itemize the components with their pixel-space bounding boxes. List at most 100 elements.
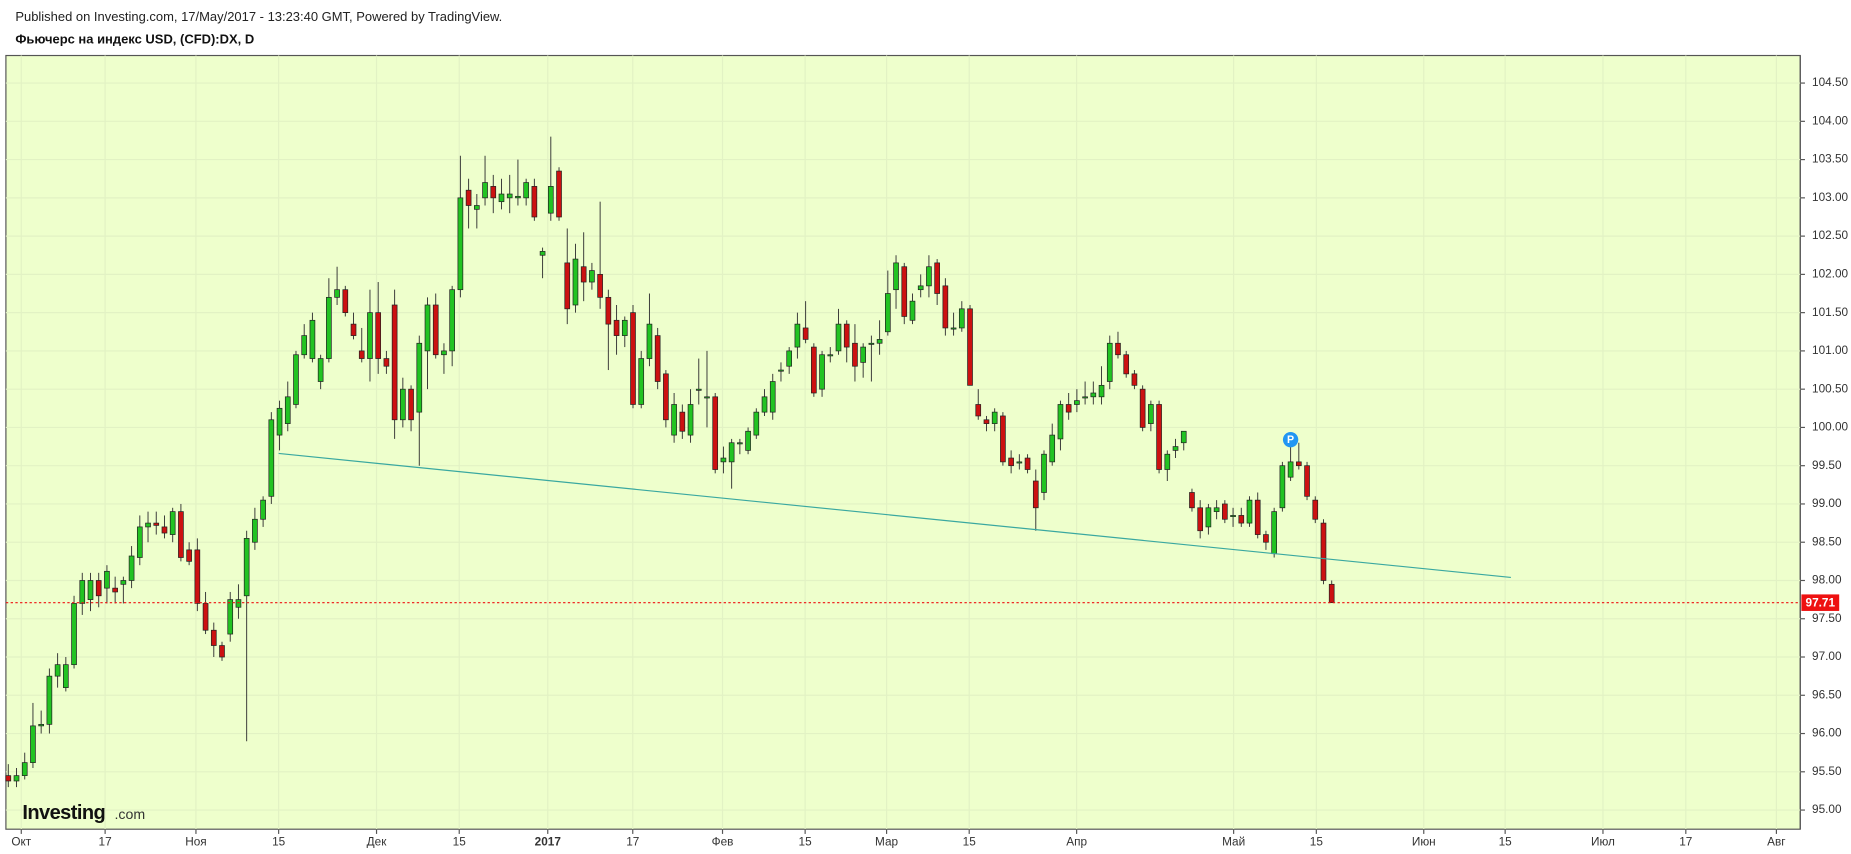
y-tick-label: 96.00 [1812,726,1842,740]
candle-body [942,285,949,329]
candle-body [1213,507,1220,512]
candle-body [852,342,858,367]
candle-body [547,186,554,214]
y-tick-label: 99.00 [1812,496,1842,510]
candle-body [474,205,480,210]
candle-body [79,580,86,604]
candle-body [720,457,727,463]
candle-body [843,323,850,348]
candle-body [769,381,776,413]
candle-body [950,327,957,330]
logo-name: Investing [22,802,105,824]
candle-body [367,312,373,359]
candle-body [1328,583,1335,604]
last-price-label: 97.71 [1806,595,1836,609]
candle-body [128,555,135,581]
candle-body [104,570,110,589]
marker-label: P [1287,434,1294,446]
x-tick-label: Мар [875,834,899,848]
candle-body [449,289,455,352]
candle-body [1263,534,1269,543]
candle-body [737,442,743,445]
candle-body [613,319,620,336]
candle-body [284,396,291,424]
candle-body [926,266,932,287]
candle-body [350,323,357,336]
candle-body [400,388,406,421]
candle-body [227,599,234,635]
candle-body [638,358,645,405]
candle-body [136,526,143,558]
x-tick-label: Ноя [185,834,206,848]
y-tick-label: 98.50 [1812,534,1842,548]
candle-body [1090,392,1097,398]
x-tick-label: Июл [1591,834,1615,848]
candle-body [712,396,719,470]
candle-body [219,645,225,658]
candle-body [868,342,875,345]
x-tick-label: Апр [1066,834,1087,848]
candle-body [1148,404,1154,424]
candle-body [334,289,340,298]
candle-body [1180,430,1187,444]
candle-body [63,664,69,688]
candle-body [1312,499,1319,520]
candle-body [21,762,28,776]
y-tick-label: 97.50 [1812,611,1842,625]
y-tick-label: 95.00 [1812,802,1842,816]
candle-body [5,775,12,782]
candle-body [630,312,636,405]
candle-body [120,580,127,585]
candle-body [326,296,332,359]
x-tick-label: 17 [626,834,639,848]
candle-body [424,304,431,352]
candle-body [671,404,677,436]
candle-body [967,308,973,386]
candle-body [441,350,447,356]
candle-body [885,293,891,333]
candle-body [317,358,324,382]
candle-body [153,522,160,526]
candle-body [1296,461,1302,467]
candle-body [1271,511,1277,555]
candle-body [1139,388,1146,428]
candle-body [958,308,965,329]
y-tick-label: 101.50 [1812,305,1849,319]
candle-body [695,388,702,391]
candle-body [432,304,439,356]
candle-body [860,346,866,363]
candle-body [1164,453,1171,470]
y-tick-label: 99.50 [1812,458,1842,472]
candle-body [556,170,562,218]
candle-body [704,396,710,399]
candle-body [679,411,686,432]
y-tick-label: 101.00 [1812,343,1849,357]
published-note: Published on Investing.com, 17/May/2017 … [15,9,502,24]
candle-body [1041,453,1047,493]
candle-body [1049,434,1056,463]
candle-body [235,599,242,608]
marker-dot [1282,431,1299,448]
candle-body [827,354,834,357]
candle-body [1238,515,1245,524]
candle-body [1205,507,1212,528]
candle-body [1106,342,1113,382]
candle-body [646,323,653,359]
candle-body [531,186,538,218]
candle-body [1098,384,1105,398]
candle-body [1320,522,1327,581]
candle-body [1131,373,1138,386]
candle-body [580,266,587,283]
x-tick-label: Фев [712,834,734,848]
candle-body [408,388,414,421]
candle-body [901,266,908,317]
candle-body [1065,404,1072,413]
candle-body [13,775,20,782]
candle-body [482,182,488,199]
candle-body [243,538,250,597]
candle-body [1032,480,1039,509]
candle-body [301,335,308,356]
candle-body [1246,499,1253,524]
